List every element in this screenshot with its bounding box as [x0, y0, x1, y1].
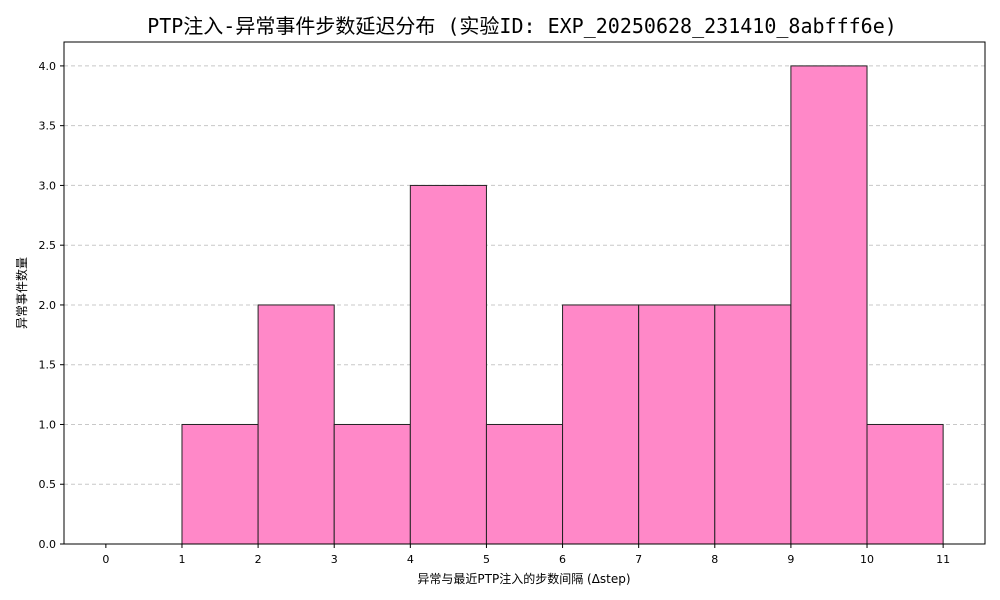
y-tick-label: 3.0: [39, 179, 57, 192]
histogram-bar: [790, 65, 868, 545]
histogram-bar: [257, 304, 335, 545]
histogram-bar: [409, 184, 487, 545]
x-tick-label: 10: [860, 553, 874, 566]
x-tick-label: 11: [936, 553, 950, 566]
histogram-bar: [181, 423, 259, 545]
chart-title: PTP注入-异常事件步数延迟分布 (实验ID: EXP_20250628_231…: [147, 14, 897, 38]
x-tick-label: 4: [407, 553, 414, 566]
x-tick-label: 3: [331, 553, 338, 566]
y-tick-label: 0.0: [39, 538, 57, 551]
y-tick-label: 0.5: [39, 478, 57, 491]
histogram-bar: [562, 304, 640, 545]
x-tick-label: 5: [483, 553, 490, 566]
ticks: 0.0 0.5 1.0 1.5 2.0 2.5 3.0 3.5 4.0 0 1 2 3 4 5 6 7 8 9 10 1…: [39, 60, 951, 566]
bars: [105, 65, 944, 545]
histogram-bar: [866, 423, 944, 545]
x-tick-label: 0: [102, 553, 109, 566]
histogram-bar: [333, 423, 411, 545]
x-tick-label: 1: [178, 553, 185, 566]
plot-frame: [63, 41, 986, 545]
y-tick-label: 1.0: [39, 418, 57, 431]
histogram-bar: [485, 423, 564, 545]
x-tick-label: 2: [255, 553, 262, 566]
y-tick-label: 2.0: [39, 299, 57, 312]
x-tick-label: 7: [635, 553, 642, 566]
y-tick-label: 4.0: [39, 60, 57, 73]
x-tick-label: 9: [787, 553, 794, 566]
x-axis-label: 异常与最近PTP注入的步数间隔 (Δstep): [417, 571, 630, 586]
y-tick-label: 1.5: [39, 359, 57, 372]
histogram-bar: [638, 304, 716, 545]
x-tick-label: 6: [559, 553, 566, 566]
y-tick-label: 3.5: [39, 120, 57, 133]
y-tick-label: 2.5: [39, 239, 57, 252]
y-axis-label: 异常事件数量: [14, 257, 29, 329]
x-tick-label: 8: [711, 553, 718, 566]
histogram-bar: [714, 304, 792, 545]
